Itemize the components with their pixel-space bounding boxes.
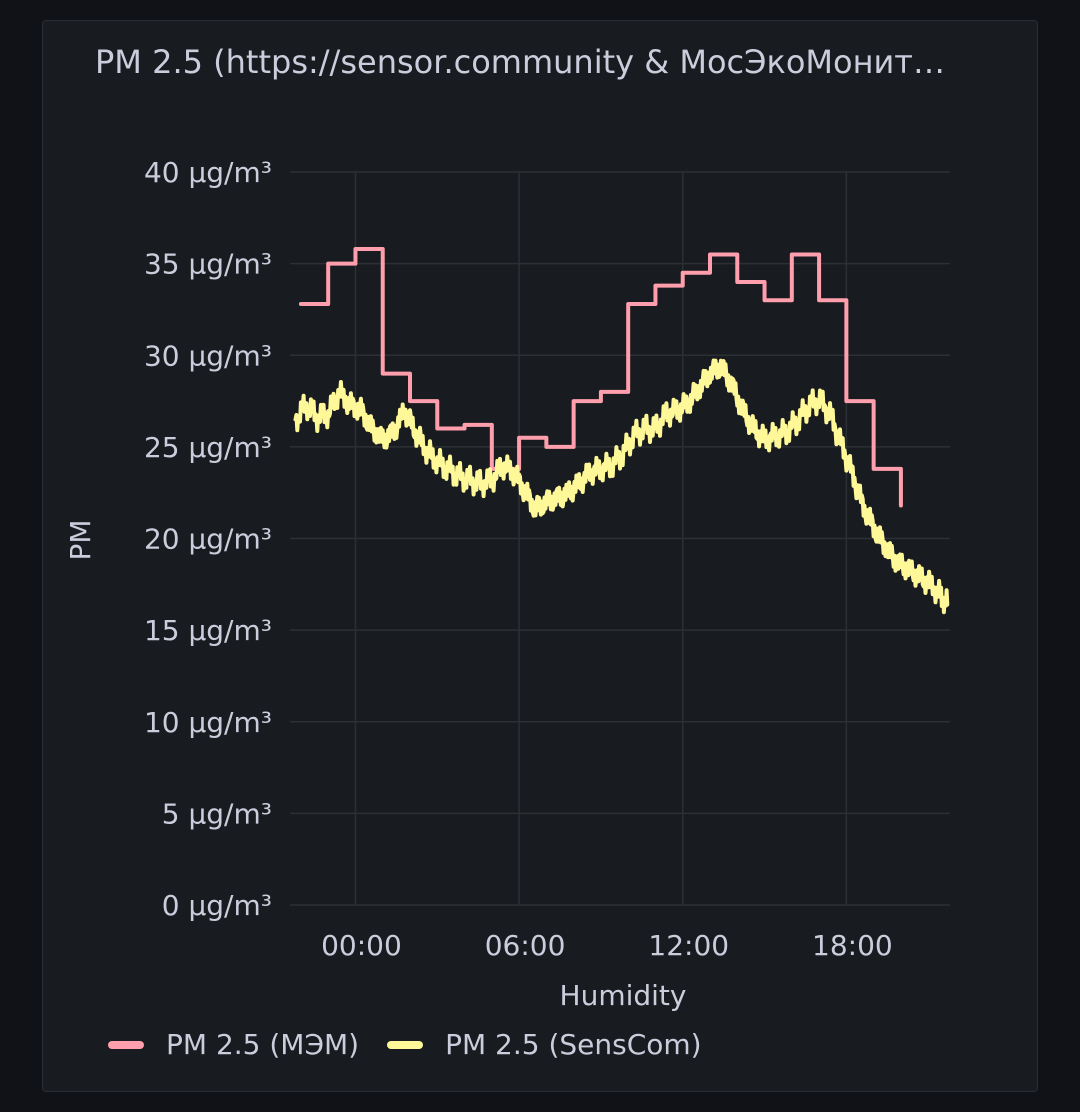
series-line-senscom[interactable]: [293, 358, 950, 615]
x-axis-title: Humidity: [560, 979, 687, 1012]
legend-label-mem: PM 2.5 (МЭМ): [166, 1028, 360, 1061]
y-tick-label: 15 µg/m³: [144, 614, 272, 647]
y-tick-label: 0 µg/m³: [162, 889, 272, 922]
y-tick-label: 30 µg/m³: [144, 339, 272, 372]
legend-swatch-senscom: [387, 1040, 424, 1049]
plot-series: [293, 246, 950, 615]
y-tick-label: 35 µg/m³: [144, 248, 272, 281]
y-axis-title: PM: [64, 519, 97, 560]
chart-panel: PM 2.5 (https://sensor.community & МосЭк…: [42, 20, 1038, 1092]
legend-item-mem[interactable]: PM 2.5 (МЭМ): [108, 1028, 359, 1061]
y-tick-label: 10 µg/m³: [144, 706, 272, 739]
y-tick-label: 5 µg/m³: [162, 797, 272, 830]
x-tick-label: 00:00: [321, 929, 402, 962]
legend-swatch-mem: [108, 1040, 144, 1049]
chart-legend: PM 2.5 (МЭМ) PM 2.5 (SensCom): [108, 1028, 702, 1061]
x-tick-label: 06:00: [485, 929, 566, 962]
legend-item-senscom[interactable]: PM 2.5 (SensCom): [387, 1028, 702, 1061]
y-tick-label: 25 µg/m³: [144, 431, 272, 464]
legend-label-senscom: PM 2.5 (SensCom): [445, 1028, 702, 1061]
series-line-mem[interactable]: [298, 246, 903, 508]
x-tick-label: 18:00: [812, 929, 893, 962]
grid-lines: [290, 171, 950, 906]
y-axis: 0 µg/m³ 5 µg/m³ 10 µg/m³ 15 µg/m³ 20 µg/m³ 25…: [144, 156, 272, 922]
y-tick-label: 40 µg/m³: [144, 156, 272, 189]
x-axis: 00:00 06:00 12:00 18:00: [321, 929, 893, 962]
x-tick-label: 12:00: [648, 929, 729, 962]
y-tick-label: 20 µg/m³: [144, 523, 272, 556]
